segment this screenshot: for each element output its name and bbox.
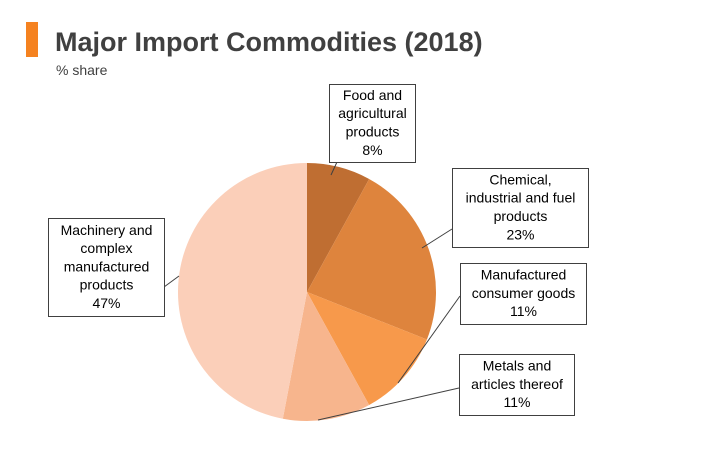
- data-label-category-line: industrial and fuel: [466, 190, 576, 206]
- leader-line-chemical-industrial-and-fuel-products: [421, 228, 453, 249]
- data-label-box: [329, 84, 416, 163]
- data-label-category-line: Metals and: [483, 358, 551, 374]
- data-label-category-line: products: [80, 277, 134, 293]
- data-label-category-line: complex: [80, 240, 132, 256]
- data-label-value: 47%: [92, 295, 120, 311]
- data-label-box: [48, 218, 165, 317]
- data-label-category-line: articles thereof: [471, 376, 563, 392]
- data-label-category-line: Manufactured: [481, 267, 567, 283]
- data-label-manufactured-consumer-goods: Manufactured consumer goods 11%: [460, 263, 587, 325]
- data-labels: Food and agricultural products 8% Chemical, i…: [48, 84, 589, 416]
- data-label-chemical-industrial-and-fuel-products: Chemical, industrial and fuel products 23%: [452, 168, 589, 248]
- leader-line-manufactured-consumer-goods: [397, 295, 461, 384]
- data-label-category-line: Chemical,: [489, 171, 551, 187]
- data-label-category-line: products: [346, 124, 400, 140]
- data-label-category-line: products: [494, 208, 548, 224]
- pie-slice-food-and-agricultural-products: [307, 163, 370, 292]
- data-label-box: [460, 263, 587, 325]
- leader-line-food-and-agricultural-products: [330, 161, 338, 176]
- data-label-category-line: agricultural: [338, 105, 406, 121]
- data-label-category-line: manufactured: [64, 258, 150, 274]
- title-accent-bar: [26, 22, 38, 57]
- leader-line-machinery-and-complex-manufactured-products: [163, 275, 180, 288]
- pie-slices: [177, 162, 436, 422]
- pie-slice-metals-and-articles-thereof: [282, 292, 370, 422]
- data-label-value: 8%: [362, 142, 382, 158]
- data-label-metals-and-articles-thereof: Metals and articles thereof 11%: [459, 354, 575, 416]
- pie-slice-chemical-industrial-and-fuel-products: [307, 178, 436, 340]
- pie-slice-manufactured-consumer-goods: [307, 292, 427, 406]
- leader-lines: [163, 161, 461, 421]
- data-label-box: [459, 354, 575, 416]
- chart-subtitle: % share: [56, 62, 108, 78]
- data-label-machinery-and-complex-manufactured-products: Machinery and complex manufactured products…: [48, 218, 165, 317]
- data-label-food-and-agricultural-products: Food and agricultural products 8%: [329, 84, 416, 163]
- pie-slice-machinery-and-complex-manufactured-products: [177, 162, 307, 419]
- data-label-category-line: Machinery and: [61, 222, 153, 238]
- data-label-box: [452, 168, 589, 248]
- data-label-value: 23%: [506, 226, 534, 242]
- data-label-category-line: Food and: [343, 87, 402, 103]
- chart-title: Major Import Commodities (2018): [55, 27, 483, 57]
- data-label-value: 11%: [510, 303, 537, 319]
- leader-line-metals-and-articles-thereof: [317, 387, 460, 421]
- data-label-value: 11%: [504, 394, 531, 410]
- data-label-category-line: consumer goods: [472, 285, 576, 301]
